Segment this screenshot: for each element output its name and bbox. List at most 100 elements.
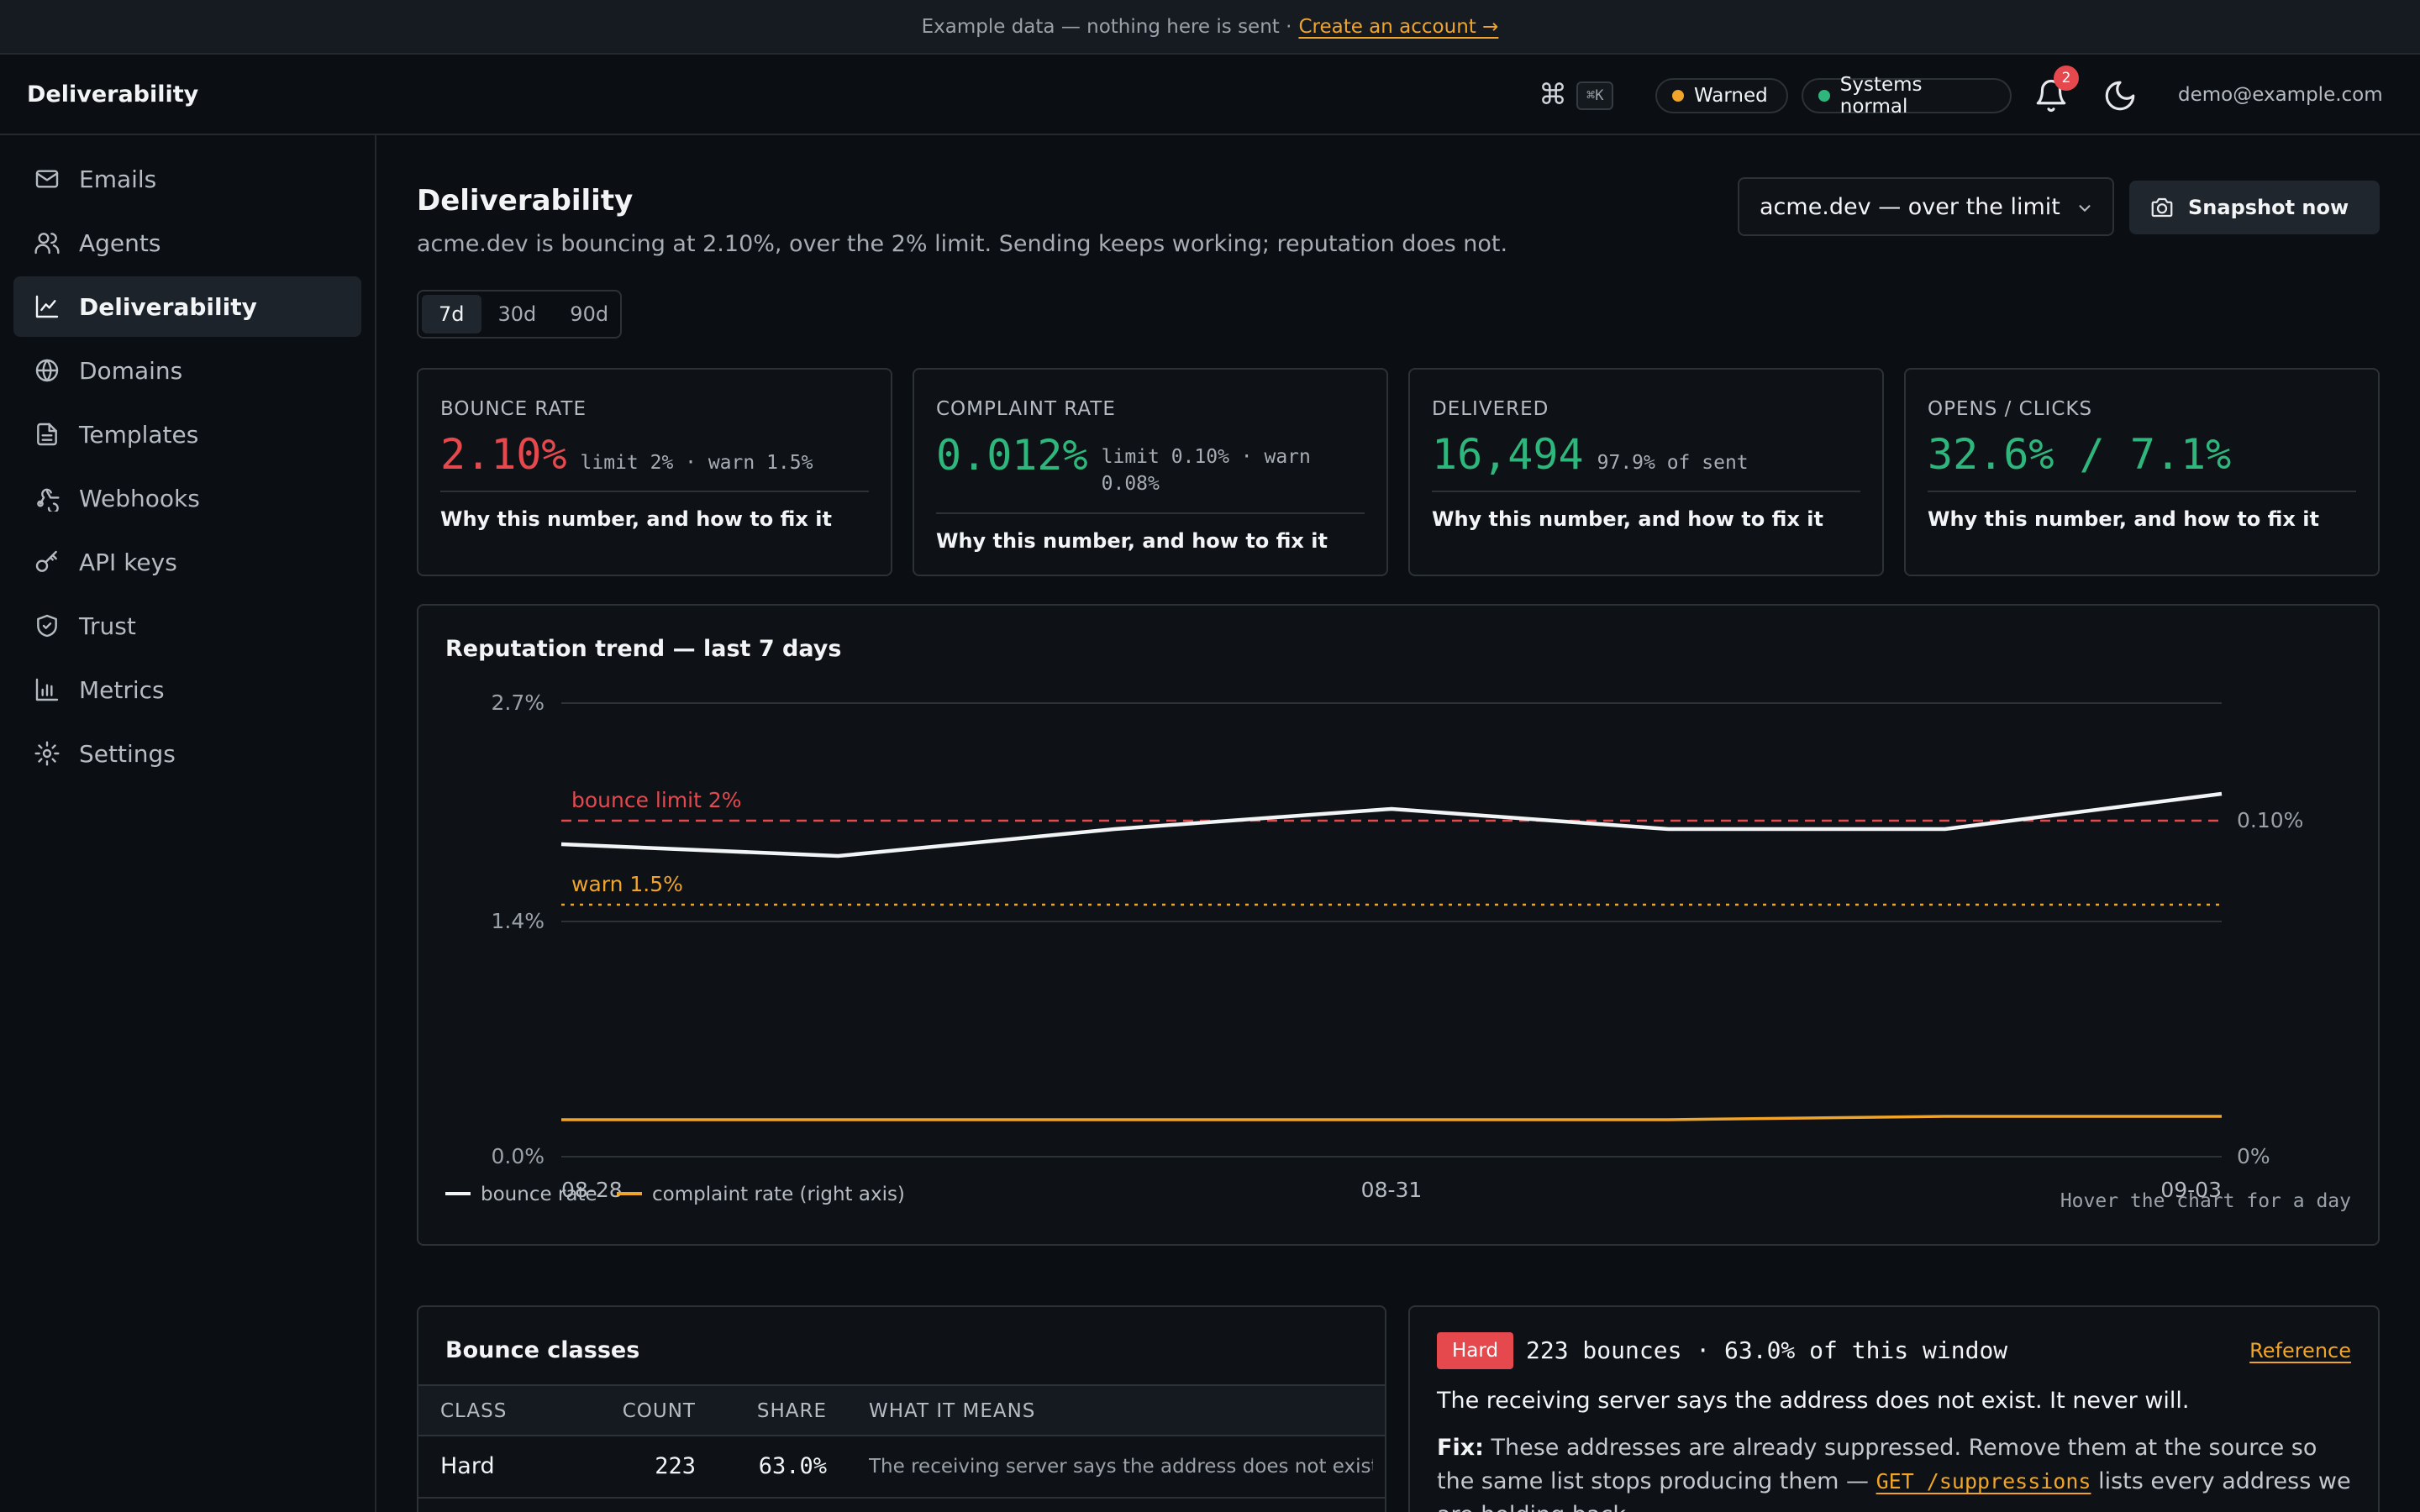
globe-icon <box>35 359 59 382</box>
tab-90d[interactable]: 90d <box>570 302 609 326</box>
stat-explain-link[interactable]: Why this number, and how to fix it <box>1432 507 1823 531</box>
sidebar-item-label: Deliverability <box>79 292 257 321</box>
create-account-link[interactable]: Create an account → <box>1298 15 1499 38</box>
systems-status-pill[interactable]: Systems normal <box>1802 74 2012 118</box>
opens-clicks-card: OPENS / CLICKS 32.6% / 7.1% Why this num… <box>1904 368 2380 576</box>
stat-note: 97.9% of sent <box>1597 452 1749 474</box>
divider <box>936 512 1365 514</box>
suppressions-link[interactable]: GET /suppressions <box>1876 1469 2091 1494</box>
chart-hint: Hover the chart for a day <box>2060 1190 2351 1212</box>
y-tick-label: 1.4% <box>491 909 544 933</box>
sidebar-item-metrics[interactable]: Metrics <box>13 659 361 720</box>
y-right-tick-label: 0% <box>2237 1144 2270 1168</box>
bounce-classes-title: Bounce classes <box>445 1337 640 1363</box>
y-tick-label: 2.7% <box>491 690 544 715</box>
row-divider <box>418 1497 1385 1499</box>
stat-explain-link[interactable]: Why this number, and how to fix it <box>1928 507 2319 531</box>
main-content: Deliverability acme.dev is bouncing at 2… <box>376 135 2420 1512</box>
stat-explain-link[interactable]: Why this number, and how to fix it <box>936 529 1328 553</box>
stat-note: limit 0.10% · warn 0.08% <box>1101 446 1311 495</box>
row-class[interactable]: Hard <box>440 1453 495 1479</box>
fix-body: These addresses are already suppressed. … <box>1437 1435 2317 1494</box>
stat-label: COMPLAINT RATE <box>936 398 1116 420</box>
command-icon[interactable]: ⌘ <box>1539 78 1567 112</box>
notification-badge: 2 <box>2054 66 2079 91</box>
y-tick-label: 0.0% <box>491 1144 544 1168</box>
sidebar-item-label: Trust <box>79 612 136 640</box>
sidebar-item-deliverability[interactable]: Deliverability <box>13 276 361 337</box>
snapshot-button[interactable]: Snapshot now <box>2129 181 2380 234</box>
user-email[interactable]: demo@example.com <box>2178 84 2383 106</box>
chart-line-icon <box>35 295 59 318</box>
domain-select-value: acme.dev — over the limit <box>1760 193 2060 220</box>
sidebar-item-domains[interactable]: Domains <box>13 340 361 401</box>
users-icon <box>34 233 60 255</box>
reference-label: bounce limit 2% <box>571 788 742 812</box>
stat-note: limit 2% · warn 1.5% <box>580 452 813 474</box>
sidebar-item-label: Metrics <box>79 675 165 704</box>
stat-value: 2.10% <box>440 430 567 479</box>
divider <box>1928 491 2356 492</box>
demo-banner: Example data — nothing here is sent · Cr… <box>0 0 2420 55</box>
reference-label: warn 1.5% <box>571 872 683 896</box>
fix-text: Fix: These addresses are already suppres… <box>1437 1431 2353 1512</box>
sidebar-item-templates[interactable]: Templates <box>13 404 361 465</box>
column-header-share: SHARE <box>756 1400 827 1422</box>
moon-icon[interactable] <box>2102 78 2138 113</box>
bounce-classes-card: Bounce classes CLASS COUNT SHARE WHAT IT… <box>417 1305 1386 1512</box>
y-right-tick-label: 0.10% <box>2237 808 2303 832</box>
delivered-card: DELIVERED 16,494 97.9% of sent Why this … <box>1408 368 1884 576</box>
page-title: Deliverability <box>417 184 634 218</box>
webhook-icon <box>37 488 60 512</box>
x-tick-label: 08-28 <box>561 1178 623 1202</box>
detail-text: The receiving server says the address do… <box>1437 1388 2190 1414</box>
sidebar-item-label: Emails <box>79 165 157 193</box>
table-header: CLASS COUNT SHARE WHAT IT MEANS <box>418 1384 1385 1436</box>
systems-label: Systems normal <box>1839 74 1923 118</box>
sidebar-item-settings[interactable]: Settings <box>13 723 361 784</box>
column-header-count: COUNT <box>622 1400 696 1422</box>
divider <box>1432 491 1860 492</box>
reputation-chart[interactable]: 2.7% 1.4% 0.0% 0.10% 0% bounce limit 2% warn 1… <box>418 606 2381 1247</box>
domain-select[interactable]: acme.dev — over the limit <box>1738 177 2114 236</box>
tab-7d[interactable]: 7d <box>422 295 481 333</box>
row-meaning: The receiving server says the address do… <box>869 1456 1373 1478</box>
legend-label-bounce: bounce rate <box>481 1184 597 1205</box>
bell-icon[interactable] <box>2033 78 2069 113</box>
reference-link[interactable]: Reference <box>2249 1339 2351 1362</box>
sidebar-item-emails[interactable]: Emails <box>13 149 361 209</box>
row-share: 63.0% <box>758 1453 827 1479</box>
bounce-detail-card: Hard 223 bounces · 63.0% of this window … <box>1408 1305 2380 1512</box>
file-icon <box>37 423 57 446</box>
x-tick-label: 08-31 <box>1361 1178 1423 1202</box>
bounce-rate-card: BOUNCE RATE 2.10% limit 2% · warn 1.5% W… <box>417 368 892 576</box>
sidebar-item-agents[interactable]: Agents <box>13 213 361 273</box>
sidebar-item-label: Settings <box>79 739 176 768</box>
sidebar-item-webhooks[interactable]: Webhooks <box>13 468 361 528</box>
column-header-class: CLASS <box>440 1400 508 1422</box>
sidebar-item-trust[interactable]: Trust <box>13 596 361 656</box>
chevron-down-icon <box>2079 205 2091 212</box>
sidebar-item-label: Domains <box>79 356 183 385</box>
stat-explain-link[interactable]: Why this number, and how to fix it <box>440 507 832 531</box>
stat-value: 0.012% <box>936 431 1088 480</box>
detail-summary: 223 bounces · 63.0% of this window <box>1526 1336 2008 1364</box>
divider <box>440 491 869 492</box>
stat-label: BOUNCE RATE <box>440 398 587 420</box>
warned-label: Warned <box>1694 85 1768 107</box>
warn-dot-icon <box>1672 90 1684 102</box>
top-bar: Deliverability ⌘ ⌘K Warned Systems norma… <box>0 55 2420 135</box>
complaint-rate-line <box>561 1115 2222 1121</box>
sidebar-item-api-keys[interactable]: API keys <box>13 532 361 592</box>
fix-tail: lists every address we are holding back. <box>1437 1468 2351 1512</box>
column-header-meaning: WHAT IT MEANS <box>869 1400 1036 1422</box>
tab-30d[interactable]: 30d <box>497 302 537 326</box>
warned-status-pill[interactable]: Warned <box>1655 78 1788 113</box>
stat-label: DELIVERED <box>1432 398 1549 420</box>
key-icon <box>35 550 57 572</box>
bounce-rate-line <box>560 791 2223 858</box>
ok-dot-icon <box>1818 90 1830 102</box>
chart-title: Reputation trend — last 7 days <box>445 636 842 662</box>
gear-icon <box>34 741 60 766</box>
shield-icon <box>37 614 57 638</box>
